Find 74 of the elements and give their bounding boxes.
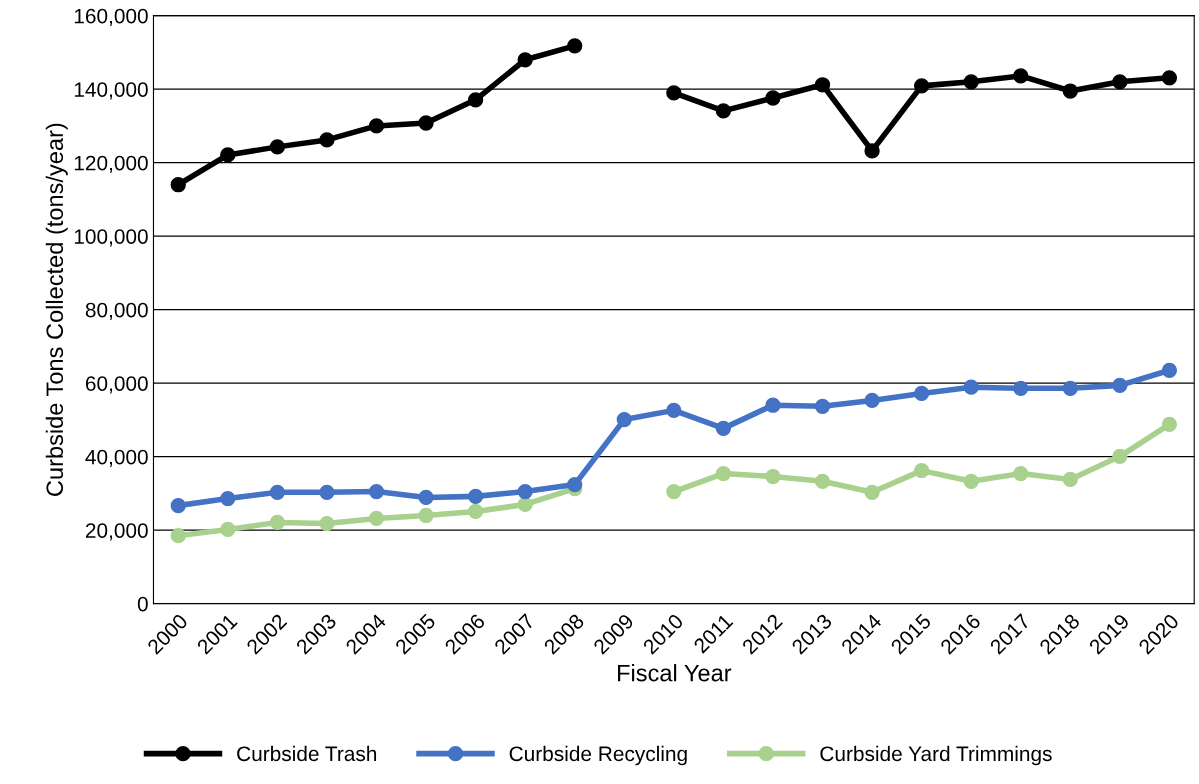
point	[517, 496, 533, 513]
point	[963, 473, 979, 489]
point	[418, 489, 434, 506]
point	[467, 503, 484, 520]
legend-label: Curbside Recycling	[509, 745, 687, 766]
point	[368, 510, 385, 527]
point	[765, 90, 781, 106]
legend-label: Curbside Trash	[237, 745, 377, 762]
point	[963, 74, 979, 90]
y-tick-label: 40,000	[85, 449, 148, 467]
point	[368, 118, 385, 134]
point	[1161, 362, 1178, 378]
point	[1062, 83, 1078, 99]
y-tick-label: 140,000	[74, 82, 148, 100]
point	[1112, 74, 1128, 90]
point	[715, 103, 732, 119]
point	[913, 78, 930, 94]
point	[864, 143, 880, 159]
point	[567, 476, 583, 493]
point	[715, 465, 732, 482]
point	[963, 379, 979, 395]
y-tick-label: 20,000	[85, 523, 148, 541]
point	[814, 398, 831, 414]
y-tick-label: 120,000	[74, 155, 148, 173]
point	[220, 147, 236, 163]
point	[269, 484, 286, 500]
point	[418, 507, 434, 524]
y-tick-label: 0	[137, 596, 148, 612]
point	[913, 385, 930, 402]
y-tick-label: 160,000	[74, 8, 148, 26]
point	[666, 85, 682, 101]
point	[814, 473, 831, 489]
point	[765, 468, 781, 485]
point	[368, 483, 385, 500]
y-tick-label: 100,000	[74, 229, 148, 247]
point	[319, 515, 335, 532]
point	[418, 115, 434, 131]
point	[1013, 380, 1029, 396]
point	[1062, 471, 1078, 488]
point	[1161, 416, 1178, 432]
point	[913, 463, 930, 479]
point	[1112, 448, 1128, 464]
point	[567, 38, 583, 54]
point	[1013, 465, 1029, 482]
x-axis-title: Fiscal Year	[618, 664, 732, 682]
point	[715, 420, 732, 437]
point	[765, 397, 781, 413]
point	[864, 484, 880, 500]
point	[319, 484, 335, 500]
point	[1161, 70, 1178, 86]
point	[864, 392, 880, 409]
y-axis-title: Curbside Tons Collected (tons/year)	[45, 123, 68, 496]
point	[666, 483, 682, 500]
point	[1062, 380, 1078, 396]
point	[467, 92, 484, 108]
point	[1112, 377, 1128, 394]
point	[269, 514, 286, 531]
point	[170, 177, 186, 193]
point	[1013, 68, 1029, 84]
point	[616, 411, 632, 428]
y-tick-label: 80,000	[85, 302, 148, 320]
legend-label: Curbside Yard Trimmings	[820, 745, 1052, 766]
point	[269, 139, 286, 155]
point	[319, 132, 335, 148]
point	[814, 77, 831, 93]
point	[517, 52, 533, 68]
point	[170, 497, 186, 514]
point	[220, 490, 236, 507]
point	[666, 402, 682, 419]
y-tick-label: 60,000	[85, 376, 148, 394]
point	[517, 483, 533, 500]
point	[220, 521, 236, 538]
point	[467, 488, 484, 505]
point	[170, 528, 186, 544]
